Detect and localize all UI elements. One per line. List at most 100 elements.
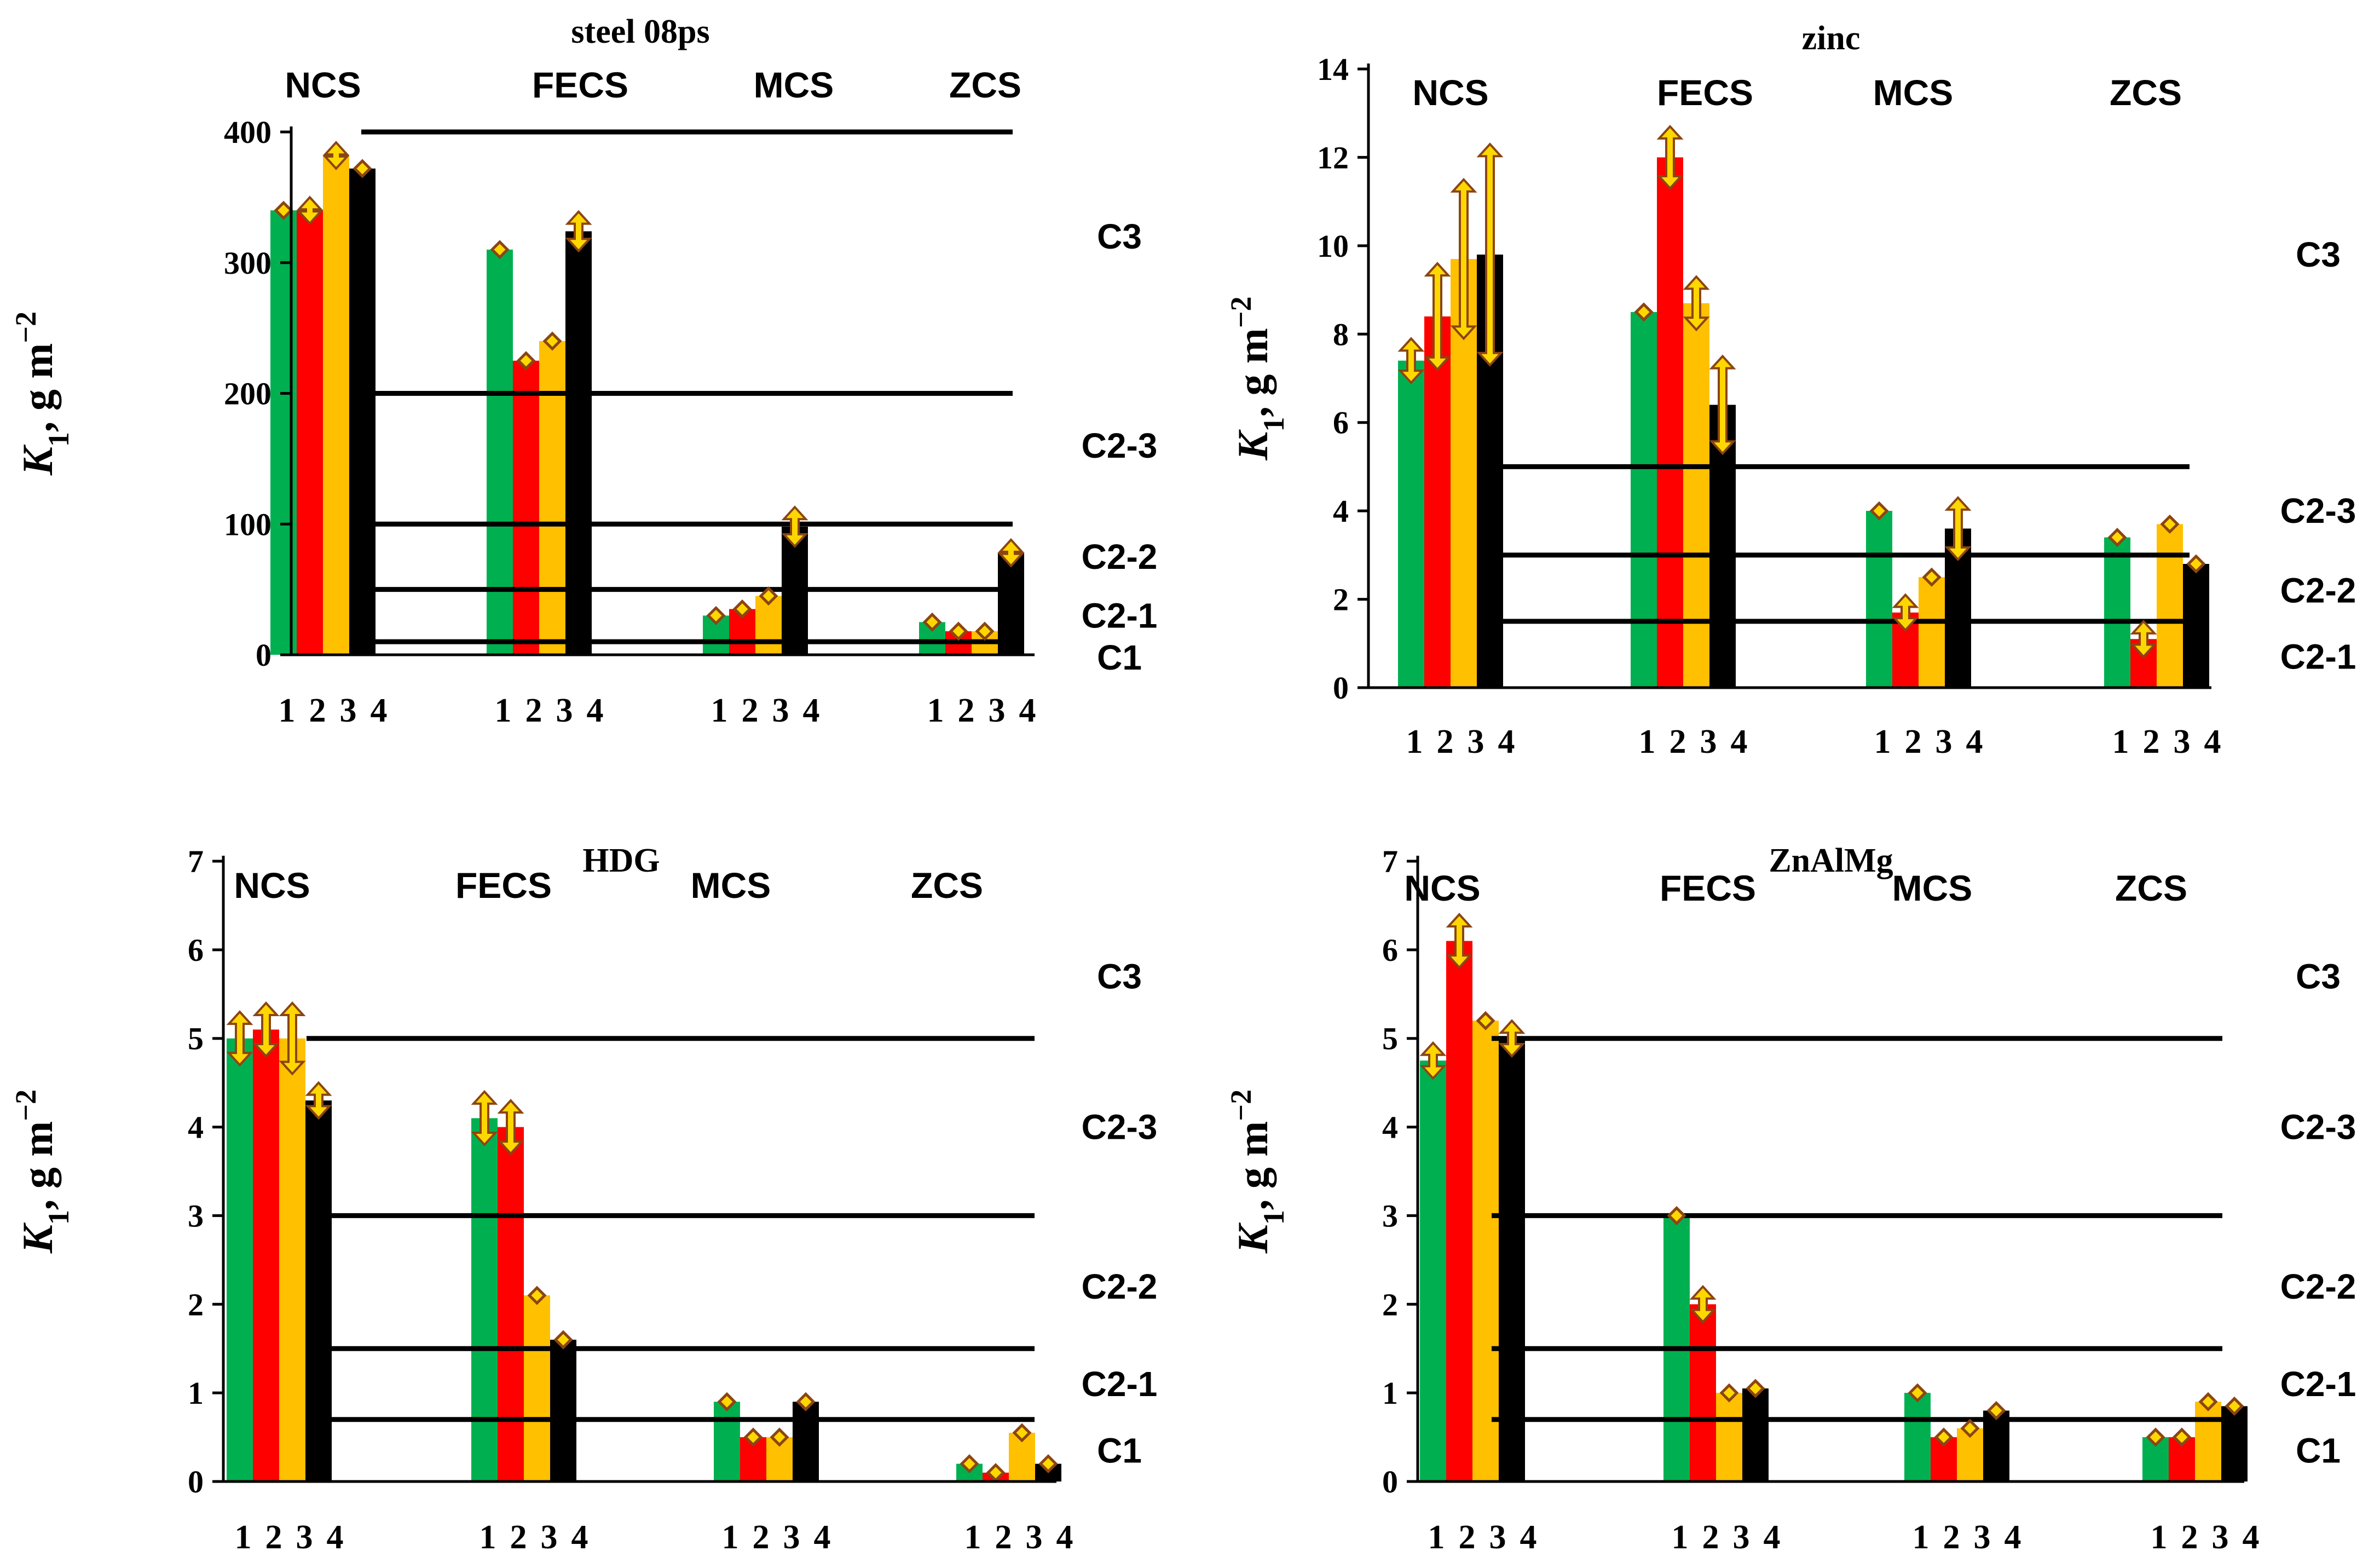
x-tick-label: 2 xyxy=(2181,1519,2198,1556)
group-label: ZCS xyxy=(911,865,983,906)
group-label: MCS xyxy=(1892,868,1973,908)
zone-label: C2-2 xyxy=(1082,537,1158,577)
error-marker xyxy=(1908,1383,1927,1403)
error-marker xyxy=(706,606,726,625)
bar xyxy=(270,210,297,655)
x-tick-label: 4 xyxy=(814,1519,831,1556)
error-marker xyxy=(1667,1206,1686,1225)
x-tick-label: 3 xyxy=(1733,1519,1750,1556)
x-tick-label: 2 xyxy=(1459,1519,1476,1556)
error-arrow xyxy=(1683,275,1710,332)
y-axis-label: K1, g m−2 xyxy=(9,1089,75,1254)
error-arrow xyxy=(1746,1379,1765,1398)
error-arrow xyxy=(2225,1396,2244,1416)
x-tick-label: 4 xyxy=(327,1519,344,1556)
bar xyxy=(1631,312,1657,688)
y-tick-label: 5 xyxy=(188,1021,204,1057)
x-tick-label: 1 xyxy=(279,692,296,729)
bar xyxy=(1472,1021,1499,1481)
x-tick-label: 4 xyxy=(1520,1519,1537,1556)
zone-label: C2-2 xyxy=(2280,570,2356,610)
x-tick-label: 1 xyxy=(1406,723,1423,760)
error-marker xyxy=(553,1330,573,1350)
error-marker xyxy=(1476,1011,1495,1030)
error-bar xyxy=(305,1081,332,1120)
y-tick-label: 2 xyxy=(1382,1287,1398,1322)
group-label: FECS xyxy=(455,865,552,906)
x-tick-label: 2 xyxy=(995,1519,1012,1556)
error-bar xyxy=(1476,142,1504,367)
x-tick-label: 2 xyxy=(1905,723,1922,760)
error-arrow xyxy=(353,159,372,178)
y-axis-label-subscript: 1 xyxy=(42,432,75,447)
y-tick-label: 2 xyxy=(1333,582,1349,618)
bar xyxy=(305,1100,332,1481)
x-tick-label: 1 xyxy=(2112,723,2129,760)
error-arrow xyxy=(1869,501,1889,521)
error-marker xyxy=(732,599,752,619)
error-arrow xyxy=(1424,262,1451,371)
zone-label: C2-1 xyxy=(1082,596,1158,635)
x-tick-label: 1 xyxy=(1428,1519,1445,1556)
y-tick-label: 200 xyxy=(224,376,271,412)
bar xyxy=(513,360,539,655)
error-arrow xyxy=(922,612,942,632)
error-arrow xyxy=(1476,142,1504,367)
bar xyxy=(253,1029,279,1481)
error-bar xyxy=(1450,177,1477,341)
bar xyxy=(714,1402,740,1481)
error-arrow xyxy=(553,1330,573,1350)
x-tick-label: 1 xyxy=(1913,1519,1930,1556)
error-marker xyxy=(2186,554,2206,574)
y-tick-label: 10 xyxy=(1317,228,1349,264)
error-bar xyxy=(1944,495,1972,561)
y-tick-label: 3 xyxy=(1382,1198,1398,1233)
bar xyxy=(1683,303,1709,688)
y-tick-label: 2 xyxy=(188,1287,204,1322)
group-label: MCS xyxy=(691,865,771,906)
bar xyxy=(227,1038,253,1481)
error-arrow xyxy=(2198,1392,2218,1411)
error-arrow xyxy=(322,141,350,170)
error-bar xyxy=(1419,1041,1447,1080)
y-tick-label: 300 xyxy=(224,245,271,281)
error-bar xyxy=(296,195,324,226)
error-marker xyxy=(1960,1419,1980,1438)
y-axis-label-units: , g m xyxy=(1229,328,1276,417)
y-tick-label: 3 xyxy=(188,1198,204,1233)
group-label: ZCS xyxy=(949,65,1021,105)
x-tick-label: 1 xyxy=(722,1519,739,1556)
error-bar xyxy=(471,1089,498,1146)
error-bar xyxy=(1424,262,1451,371)
bar xyxy=(1904,1393,1931,1481)
bar xyxy=(471,1118,498,1481)
y-axis-label-exponent: −2 xyxy=(1224,296,1257,328)
y-tick-label: 6 xyxy=(188,932,204,968)
y-axis-label: K1, g m−2 xyxy=(1224,296,1290,460)
bar xyxy=(1742,1388,1769,1481)
error-marker xyxy=(1986,1400,2006,1421)
bar xyxy=(1690,1304,1716,1481)
x-tick-label: 2 xyxy=(958,692,975,729)
error-arrow xyxy=(781,505,808,548)
x-tick-label: 4 xyxy=(1498,723,1515,760)
error-arrow xyxy=(2186,554,2206,574)
group-label: MCS xyxy=(1873,72,1954,113)
y-tick-label: 4 xyxy=(1382,1110,1398,1145)
error-arrow xyxy=(1397,337,1425,385)
x-tick-label: 4 xyxy=(2204,723,2221,760)
error-marker xyxy=(527,1285,547,1305)
y-axis-label-subscript: 1 xyxy=(1257,1210,1290,1225)
x-tick-label: 3 xyxy=(772,692,789,729)
group-label: FECS xyxy=(532,65,628,105)
error-arrow xyxy=(1634,302,1654,322)
group-label: NCS xyxy=(1404,868,1480,908)
y-tick-label: 400 xyxy=(224,114,271,150)
zone-label: C3 xyxy=(2296,956,2341,996)
bar xyxy=(1424,316,1451,688)
error-marker xyxy=(975,621,995,641)
bar xyxy=(2157,524,2183,688)
x-tick-label: 2 xyxy=(309,692,326,729)
error-marker xyxy=(1746,1379,1765,1398)
error-marker xyxy=(922,612,942,632)
